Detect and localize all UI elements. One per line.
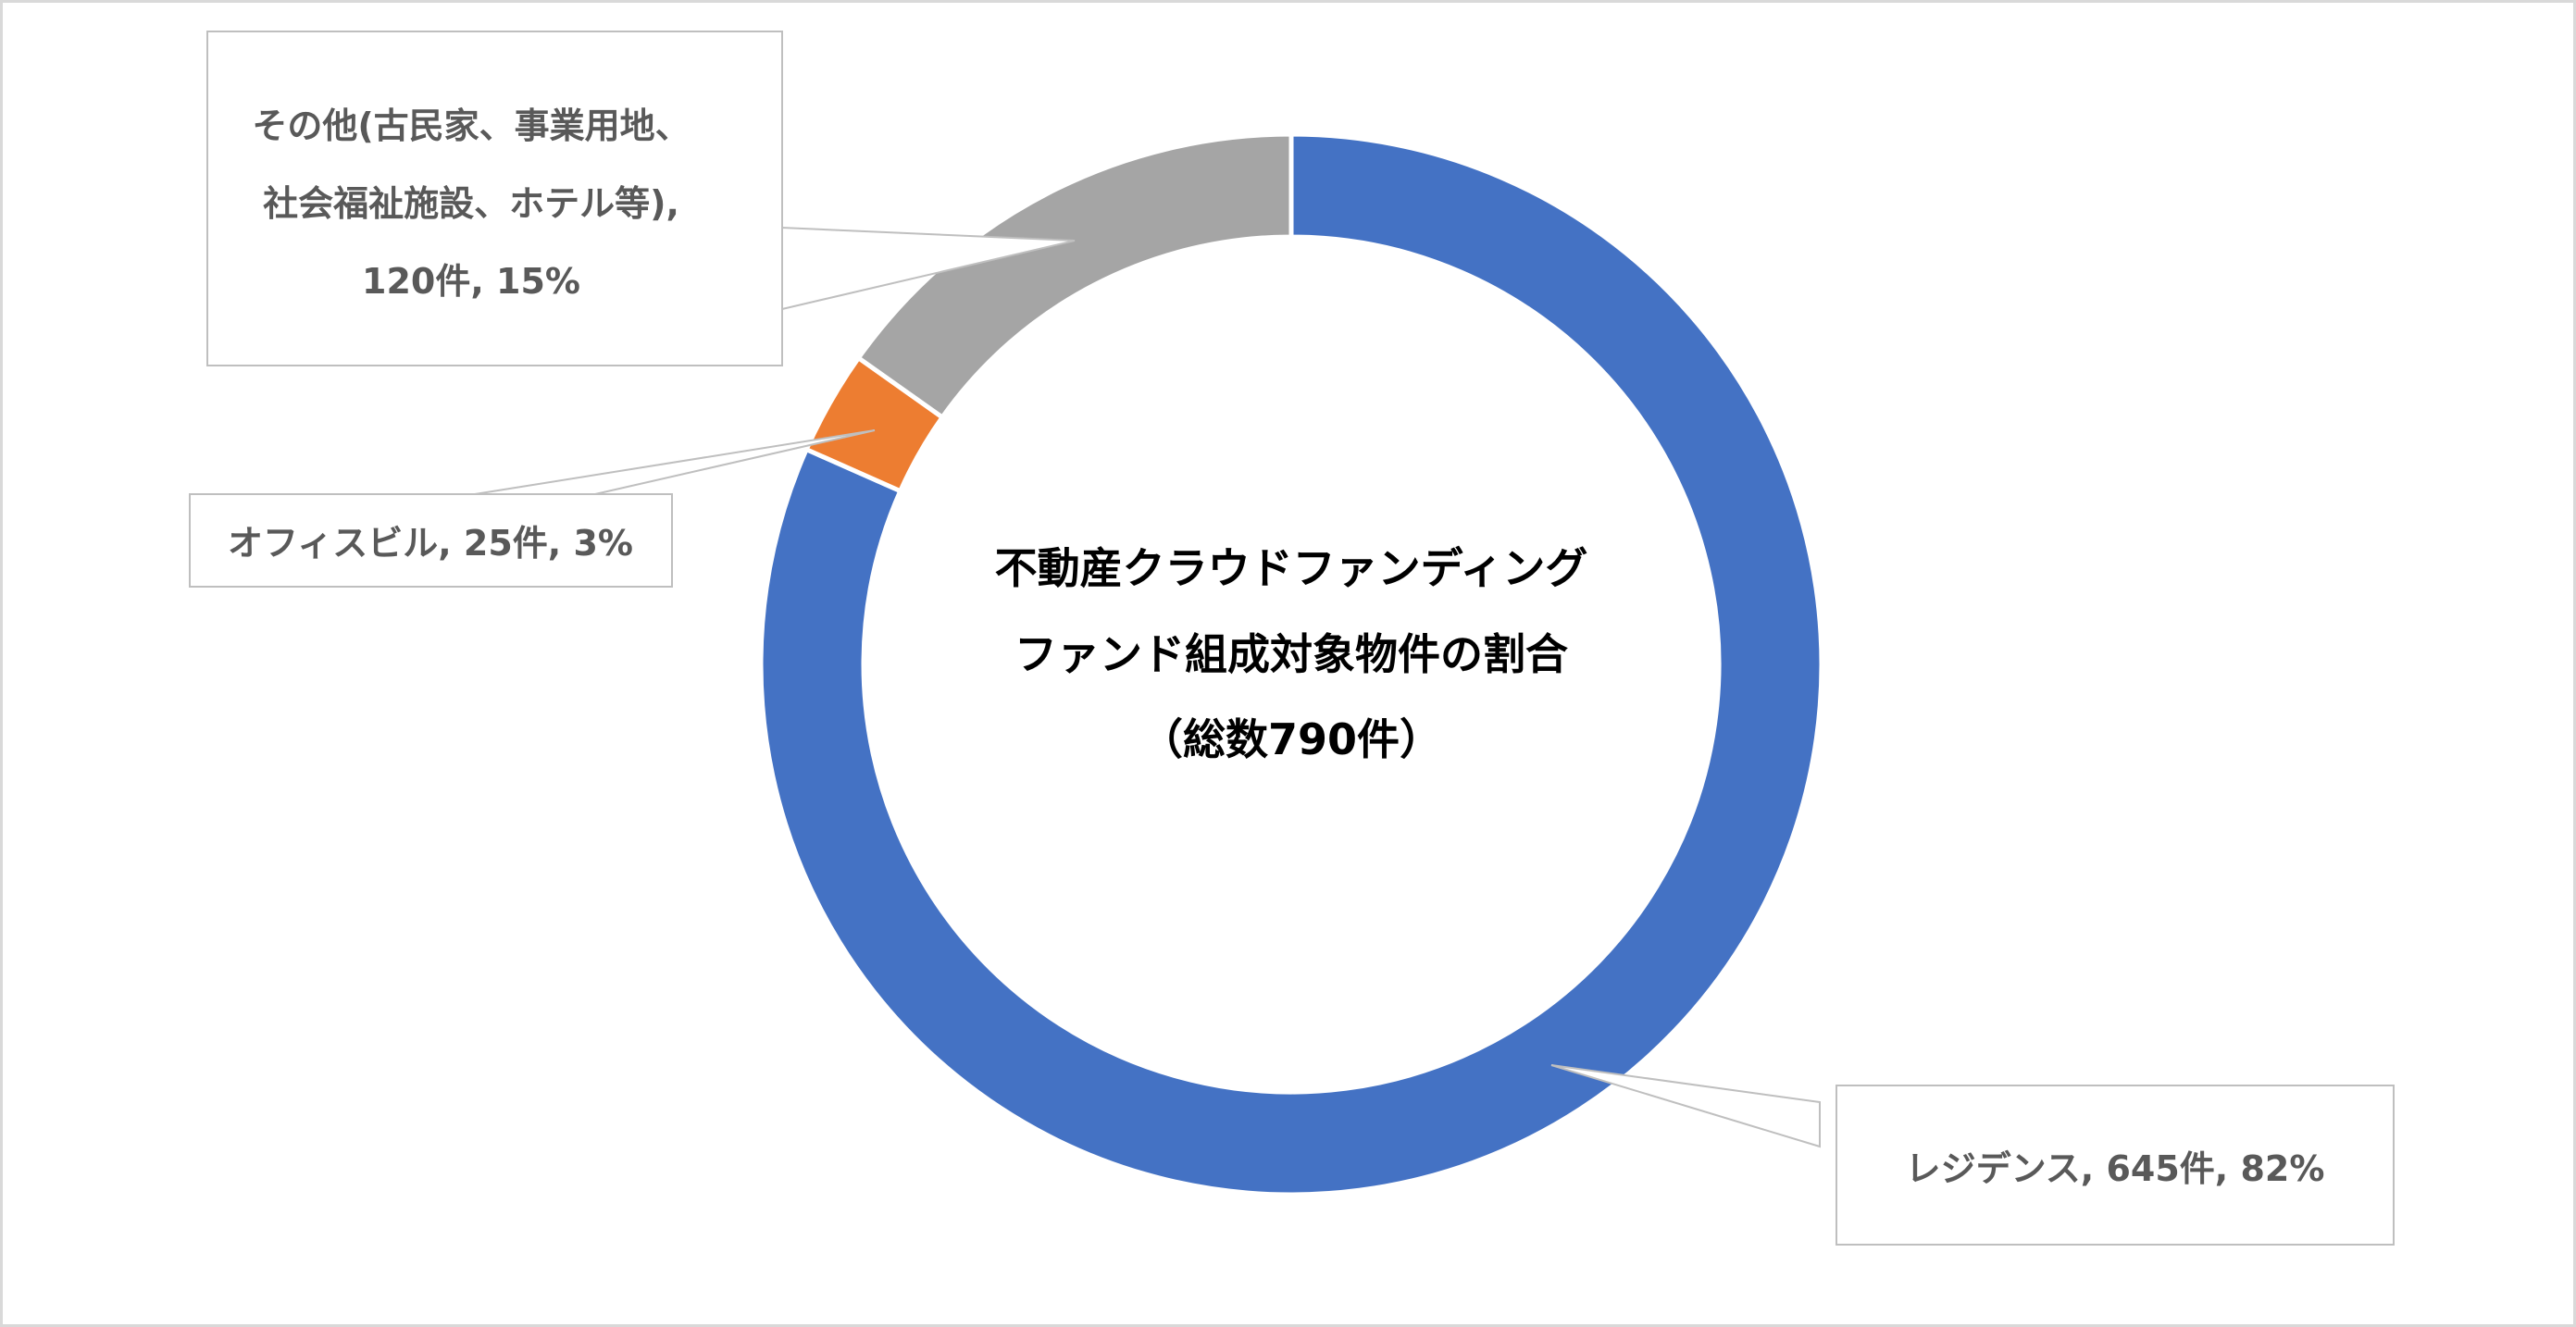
label-other-text-3: 120件, 15% xyxy=(362,261,580,302)
label-office-text-1: オフィスビル, 25件, 3% xyxy=(228,523,633,564)
label-other: その他(古民家、事業用地、社会福祉施設、ホテル等), 120件, 15% xyxy=(206,31,1076,366)
label-other-text-1: その他(古民家、事業用地、 xyxy=(252,105,690,146)
label-other-box xyxy=(206,31,783,366)
label-office: オフィスビル, 25件, 3% xyxy=(189,429,876,588)
label-residence-box xyxy=(1836,1085,2395,1246)
label-residence-text-1: レジデンス, 645件, 82% xyxy=(1906,1148,2325,1189)
label-office-box xyxy=(189,493,673,588)
title-line-1: 不動産クラウドファンディング xyxy=(995,543,1588,593)
title-line-2: ファンド組成対象物件の割合 xyxy=(1014,629,1568,679)
label-residence: レジデンス, 645件, 82% xyxy=(1550,1064,2395,1246)
data-labels-layer: レジデンス, 645件, 82% オフィスビル, 25件, 3% その他(古民家、事… xyxy=(189,31,2395,1246)
label-residence-leader xyxy=(1550,1064,1821,1148)
title-line-3: （総数790件） xyxy=(1140,714,1442,764)
slice-residence xyxy=(758,131,1824,1197)
label-other-text-2: 社会福祉施設、ホテル等), xyxy=(263,183,679,224)
